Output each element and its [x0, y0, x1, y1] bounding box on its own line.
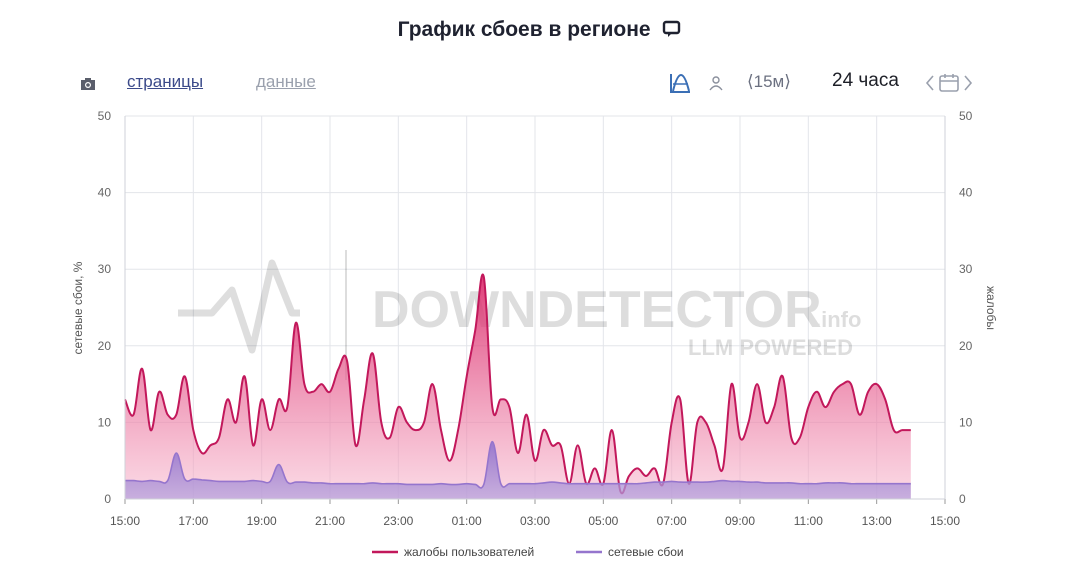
outages-area [125, 441, 911, 499]
legend-label-outages: сетевые сбои [608, 545, 684, 559]
x-tick-label: 09:00 [725, 514, 755, 528]
complaints-area [125, 274, 911, 499]
y2-axis-label: жалобы [984, 286, 998, 330]
axes: 0 0 10 10 20 20 30 30 40 40 50 50 15:00 17:00 19:00 21:… [98, 109, 973, 528]
range-label[interactable]: 24 часа [832, 70, 899, 91]
y-tick-label: 50 [98, 109, 112, 123]
y2-tick-label: 10 [959, 415, 973, 429]
x-tick-label: 15:00 [930, 514, 960, 528]
calendar-icon[interactable] [924, 72, 976, 99]
y2-tick-label: 50 [959, 109, 973, 123]
watermark-suffix: .info [815, 307, 861, 332]
watermark-pulse-icon [178, 259, 300, 354]
x-tick-label: 05:00 [588, 514, 618, 528]
watermark-brand: DOWNDETECTOR [372, 281, 822, 339]
x-tick-label: 07:00 [657, 514, 687, 528]
tab-pages[interactable]: страницы [127, 72, 204, 91]
y-tick-label: 0 [104, 492, 111, 506]
y-tick-label: 40 [98, 186, 112, 200]
user-icon[interactable] [708, 75, 724, 96]
chart-shape-icon[interactable] [668, 72, 692, 99]
legend-label-complaints: жалобы пользователей [404, 545, 534, 559]
chart-toolbar: страницы данные ⟨15м⟩ 24 часа [0, 70, 1080, 99]
watermark-tagline: LLM POWERED [688, 335, 853, 360]
x-tick-label: 17:00 [178, 514, 208, 528]
x-tick-label: 13:00 [862, 514, 892, 528]
camera-icon[interactable] [80, 76, 96, 97]
y2-tick-label: 0 [959, 492, 966, 506]
series-areas [124, 273, 911, 499]
x-tick-label: 23:00 [383, 514, 413, 528]
x-tick-label: 21:00 [315, 514, 345, 528]
y-tick-label: 20 [98, 339, 112, 353]
x-tick-label: 19:00 [247, 514, 277, 528]
y2-tick-label: 30 [959, 262, 973, 276]
y-tick-label: 10 [98, 415, 112, 429]
x-tick-label: 15:00 [110, 514, 140, 528]
tab-data[interactable]: данные [256, 72, 316, 91]
step-selector[interactable]: ⟨15м⟩ [747, 72, 791, 91]
y-tick-label: 30 [98, 262, 112, 276]
legend: жалобы пользователей сетевые сбои [372, 545, 684, 559]
complaints-line [124, 273, 911, 495]
y-axis-label: сетевые сбои, % [71, 261, 85, 354]
comment-icon[interactable] [662, 20, 682, 44]
x-tick-label: 03:00 [520, 514, 550, 528]
outages-line [124, 440, 911, 489]
title-text: График сбоев в регионе [397, 18, 651, 41]
page-title: График сбоев в регионе [0, 18, 1080, 44]
y2-tick-label: 40 [959, 186, 973, 200]
x-tick-label: 11:00 [794, 514, 823, 528]
y2-tick-label: 20 [959, 339, 973, 353]
x-tick-label: 01:00 [452, 514, 482, 528]
